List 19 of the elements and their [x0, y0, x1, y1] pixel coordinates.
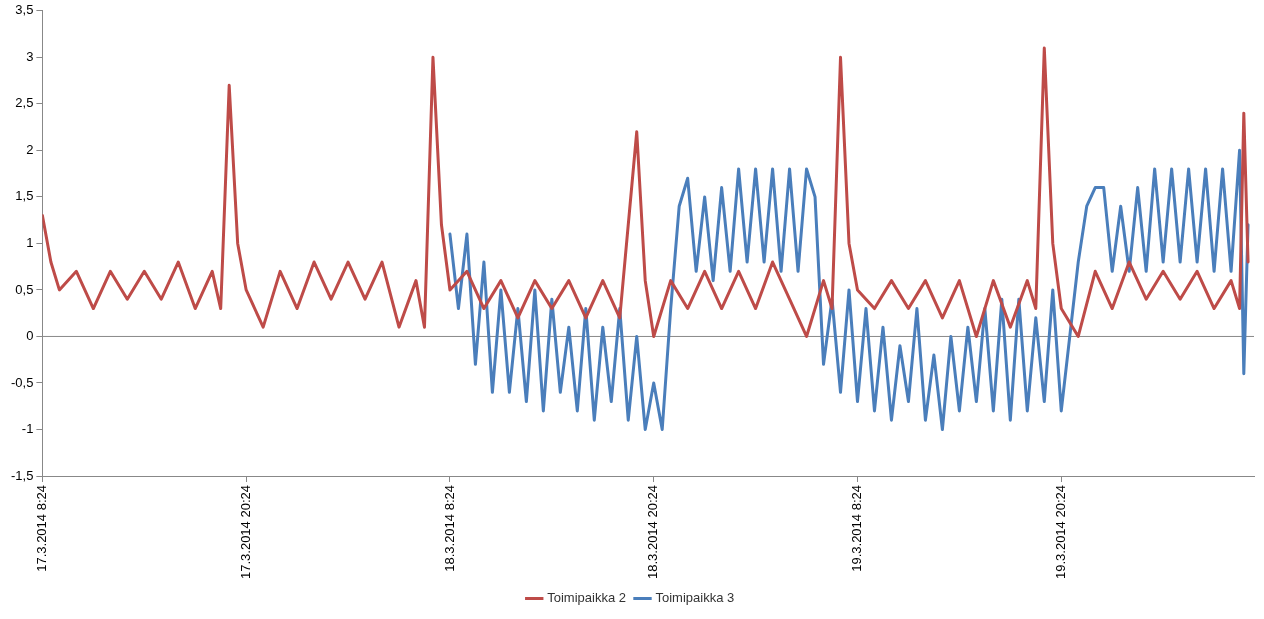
- y-tick-label: 3,5: [15, 2, 34, 18]
- y-tick-label: 0: [26, 328, 34, 344]
- y-tick-label: 2,5: [15, 95, 34, 111]
- x-tick-label: 17.3.2014 20:24: [237, 485, 253, 580]
- legend-label: Toimipaikka 2: [547, 590, 627, 606]
- y-tick-label: 1,5: [15, 188, 34, 204]
- y-tick-label: -0,5: [10, 374, 34, 390]
- x-tick-label: 17.3.2014 8:24: [33, 485, 49, 572]
- y-tick-label: 0,5: [15, 281, 34, 297]
- y-tick-label: -1,5: [10, 467, 34, 483]
- x-tick-label: 18.3.2014 8:24: [441, 485, 457, 572]
- y-tick-label: 1: [26, 234, 34, 250]
- y-tick-label: 2: [26, 141, 34, 157]
- x-tick-label: 19.3.2014 8:24: [849, 485, 865, 572]
- y-tick-label: -1: [21, 421, 34, 437]
- x-tick-label: 18.3.2014 20:24: [645, 485, 661, 580]
- x-tick-label: 19.3.2014 20:24: [1052, 485, 1068, 580]
- y-tick-label: 3: [26, 48, 34, 64]
- legend-label: Toimipaikka 3: [655, 590, 735, 606]
